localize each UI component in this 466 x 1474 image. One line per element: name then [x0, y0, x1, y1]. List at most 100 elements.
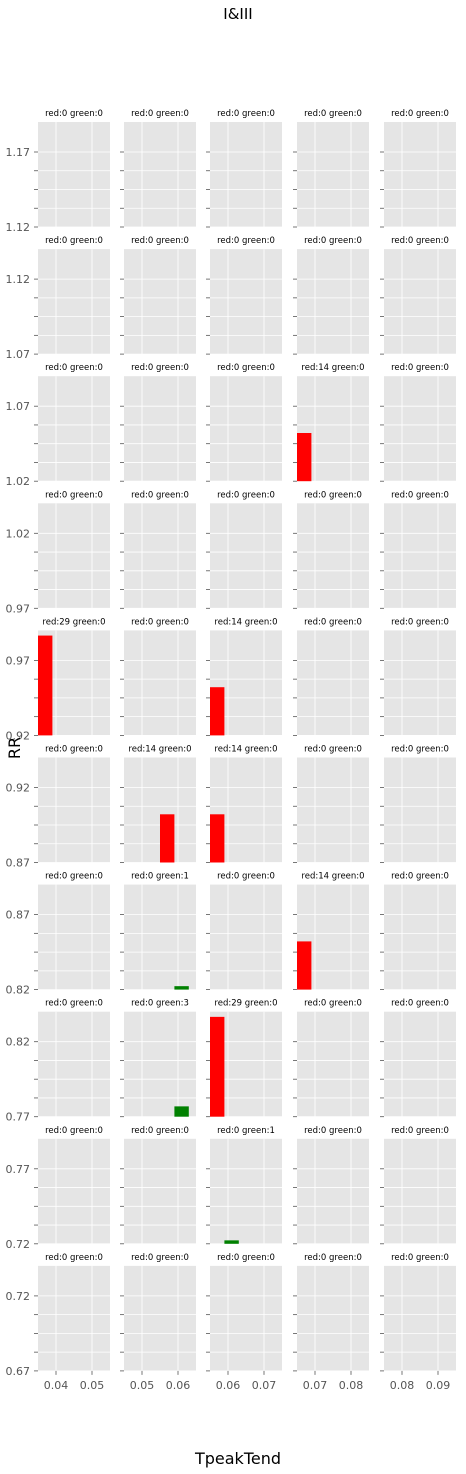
panel-title: red:0 green:0 [131, 236, 189, 246]
panel-r7-c4: red:0 green:0 [380, 999, 456, 1118]
panel-r7-c0: red:0 green:0 0.77 0.82 [6, 999, 110, 1124]
x-tick-label: 0.08 [339, 1379, 364, 1392]
panel-title: red:0 green:0 [391, 1253, 449, 1263]
panel-title: red:0 green:0 [391, 872, 449, 882]
panel-r0-c1: red:0 green:0 [120, 109, 196, 228]
panel-r5-c2: red:14 green:0 [206, 745, 282, 863]
panel-r0-c4: red:0 green:0 [380, 109, 456, 228]
x-tick-label: 0.07 [303, 1379, 328, 1392]
panel-r7-c1: red:0 green:3 [120, 999, 196, 1118]
y-tick-label: 0.87 [6, 857, 31, 870]
panel-background [297, 757, 369, 863]
y-tick-label: 1.02 [6, 527, 31, 540]
panel-background [297, 630, 369, 736]
panel-title: red:0 green:0 [391, 745, 449, 755]
x-tick-label: 0.09 [426, 1379, 451, 1392]
bar-red [210, 814, 225, 863]
panel-title: red:0 green:1 [131, 872, 189, 882]
panel-background [38, 1265, 110, 1371]
panel-background [38, 1138, 110, 1244]
panel-r0-c2: red:0 green:0 [206, 109, 282, 228]
panel-title: red:0 green:0 [217, 236, 275, 246]
panel-r8-c1: red:0 green:0 [120, 1126, 196, 1245]
panel-background [210, 249, 282, 355]
panel-title: red:0 green:0 [217, 363, 275, 373]
panel-r3-c1: red:0 green:0 [120, 490, 196, 609]
panel-title: red:0 green:0 [131, 1126, 189, 1136]
panel-background [38, 757, 110, 863]
y-tick-label: 1.17 [6, 146, 31, 159]
panel-background [384, 884, 456, 990]
panel-background [297, 1138, 369, 1244]
panel-r8-c4: red:0 green:0 [380, 1126, 456, 1245]
panel-title: red:0 green:0 [304, 490, 362, 500]
panel-background [38, 503, 110, 609]
bar-green [224, 1240, 239, 1244]
panel-r0-c3: red:0 green:0 [293, 109, 369, 228]
panel-background [38, 376, 110, 482]
y-tick-label: 0.82 [6, 1036, 31, 1049]
panel-background [210, 1138, 282, 1244]
y-tick-label: 0.72 [6, 1290, 31, 1303]
panel-r5-c4: red:0 green:0 [380, 745, 456, 863]
panel-title: red:0 green:0 [131, 490, 189, 500]
panel-title: red:0 green:0 [217, 872, 275, 882]
panel-title: red:0 green:0 [391, 363, 449, 373]
y-tick-label: 0.87 [6, 909, 31, 922]
panel-r4-c2: red:14 green:0 [206, 617, 282, 736]
panel-title: red:0 green:0 [391, 999, 449, 1009]
panel-title: red:0 green:0 [391, 236, 449, 246]
panel-r9-c4: red:0 green:0 0.08 0.09 [380, 1253, 456, 1392]
panel-r4-c0: red:29 green:0 0.92 0.97 [6, 617, 110, 742]
panel-background [38, 884, 110, 990]
panel-title: red:0 green:0 [304, 617, 362, 627]
y-tick-label: 1.12 [6, 221, 31, 234]
y-tick-label: 1.02 [6, 475, 31, 488]
panel-title: red:14 green:0 [214, 617, 277, 627]
bar-red [38, 635, 53, 736]
panel-background [384, 630, 456, 736]
panel-background [384, 1011, 456, 1117]
chart-title: I&III [223, 5, 252, 23]
x-tick-label: 0.05 [130, 1379, 155, 1392]
panel-background [38, 1011, 110, 1117]
panel-r7-c3: red:0 green:0 [293, 999, 369, 1118]
panel-r9-c0: red:0 green:0 0.67 0.72 0.04 0.05 [6, 1253, 110, 1392]
panel-r7-c2: red:29 green:0 [206, 999, 282, 1118]
bar-red [210, 687, 225, 736]
panel-r3-c0: red:0 green:0 0.97 1.02 [6, 490, 110, 615]
panel-title: red:0 green:0 [217, 490, 275, 500]
panel-r8-c3: red:0 green:0 [293, 1126, 369, 1245]
panel-r4-c3: red:0 green:0 [293, 617, 369, 736]
panel-r3-c3: red:0 green:0 [293, 490, 369, 609]
panel-r6-c3: red:14 green:0 [293, 872, 369, 990]
panel-title: red:14 green:0 [301, 872, 364, 882]
panel-background [384, 503, 456, 609]
y-tick-label: 1.07 [6, 400, 31, 413]
bar-green [174, 1106, 189, 1117]
panel-title: red:0 green:0 [45, 109, 103, 119]
y-axis-label: RR [5, 737, 24, 759]
panel-r5-c3: red:0 green:0 [293, 745, 369, 863]
panel-background [297, 122, 369, 227]
panel-background [297, 503, 369, 609]
panel-title: red:0 green:0 [391, 617, 449, 627]
panel-r4-c1: red:0 green:0 [120, 617, 196, 736]
panel-title: red:0 green:0 [304, 745, 362, 755]
panel-background [384, 376, 456, 482]
panel-r0-c0: red:0 green:0 1.12 1.17 [6, 109, 110, 234]
panel-r1-c2: red:0 green:0 [206, 236, 282, 355]
panel-background [297, 1265, 369, 1371]
y-tick-label: 0.92 [6, 729, 31, 742]
panel-title: red:0 green:0 [45, 1253, 103, 1263]
panel-r2-c1: red:0 green:0 [120, 363, 196, 482]
panel-background [210, 503, 282, 609]
panel-r2-c3: red:14 green:0 [293, 363, 369, 482]
panel-title: red:0 green:0 [45, 363, 103, 373]
panel-title: red:0 green:0 [131, 363, 189, 373]
panel-title: red:0 green:1 [217, 1126, 275, 1136]
panel-title: red:0 green:0 [304, 999, 362, 1009]
panel-r4-c4: red:0 green:0 [380, 617, 456, 736]
panel-title: red:0 green:0 [45, 490, 103, 500]
